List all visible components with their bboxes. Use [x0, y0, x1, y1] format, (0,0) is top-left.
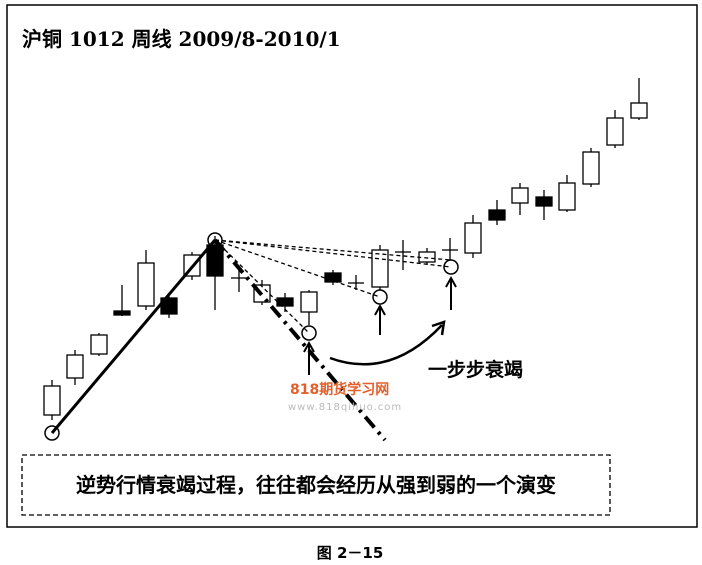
watermark-site: 818期货学习网 [290, 381, 389, 398]
note: 逆势行情衰竭过程，往往都会经历从强到弱的一个演变 [76, 473, 556, 497]
frame [6, 4, 698, 528]
title: 沪铜 1012 周线 2009/8-2010/1 [22, 27, 341, 51]
caption: 图 2－15 [317, 544, 384, 562]
trend-lines [44, 232, 459, 442]
annotation: 一步步衰竭 [428, 358, 523, 381]
watermark-url: www.818qihuo.com [288, 402, 402, 413]
note-box [21, 454, 611, 516]
